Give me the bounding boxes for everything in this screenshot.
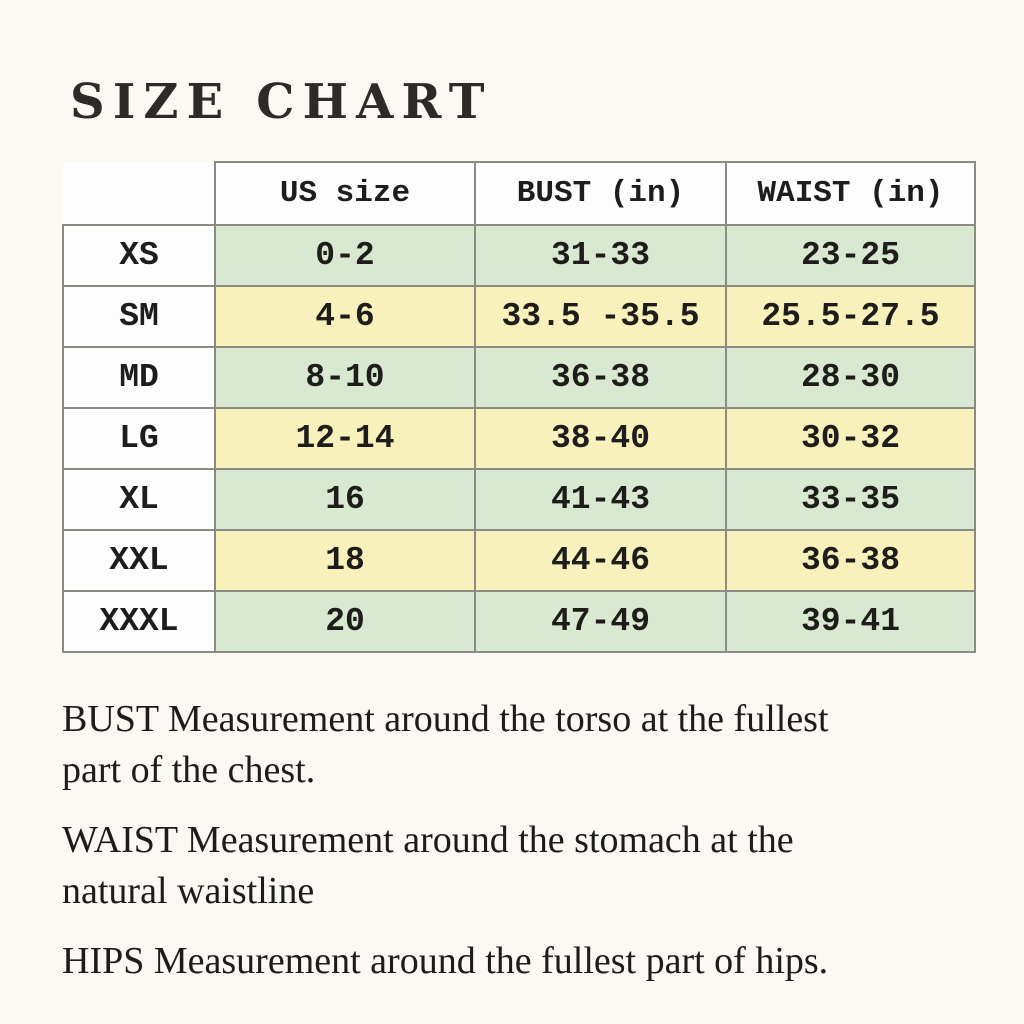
row-label: XL	[62, 468, 216, 531]
cell-us-size: 16	[214, 468, 476, 531]
corner-cell	[63, 162, 215, 225]
hips-note: HIPS Measurement around the fullest part…	[62, 936, 1002, 987]
cell-bust: 44-46	[474, 529, 727, 592]
table-row-md: MD 8-10 36-38 28-30	[62, 346, 976, 409]
table-row-xxl: XXL 18 44-46 36-38	[62, 529, 976, 592]
note-line: BUST Measurement around the torso at the…	[62, 698, 829, 740]
col-header-us-size: US size	[214, 161, 476, 226]
cell-bust: 36-38	[474, 346, 727, 409]
size-chart-table: US size BUST (in) WAIST (in) XS 0-2 31-3…	[62, 161, 976, 653]
row-label: MD	[62, 346, 216, 409]
cell-us-size: 18	[214, 529, 476, 592]
cell-bust: 31-33	[474, 224, 727, 287]
table-row-xl: XL 16 41-43 33-35	[62, 468, 976, 531]
row-label: LG	[62, 407, 216, 470]
cell-waist: 36-38	[725, 529, 976, 592]
cell-us-size: 0-2	[214, 224, 476, 287]
note-line: WAIST Measurement around the stomach at …	[62, 819, 794, 861]
row-label: XS	[62, 224, 216, 287]
note-line: HIPS Measurement around the fullest part…	[62, 940, 829, 982]
waist-note: WAIST Measurement around the stomach at …	[62, 815, 1002, 917]
row-label: XXXL	[62, 590, 216, 653]
page-title: SIZE CHART	[70, 74, 493, 130]
cell-us-size: 20	[214, 590, 476, 653]
cell-waist: 30-32	[725, 407, 976, 470]
measurement-notes: BUST Measurement around the torso at the…	[62, 694, 1002, 1006]
col-header-bust: BUST (in)	[474, 161, 727, 226]
bust-note: BUST Measurement around the torso at the…	[62, 694, 1002, 796]
row-label: SM	[62, 285, 216, 348]
header-row: US size BUST (in) WAIST (in)	[63, 161, 976, 226]
cell-waist: 28-30	[725, 346, 976, 409]
col-header-waist: WAIST (in)	[725, 161, 976, 226]
cell-waist: 39-41	[725, 590, 976, 653]
row-label: XXL	[62, 529, 216, 592]
note-line: part of the chest.	[62, 749, 316, 791]
cell-bust: 47-49	[474, 590, 727, 653]
cell-us-size: 4-6	[214, 285, 476, 348]
cell-us-size: 8-10	[214, 346, 476, 409]
cell-waist: 25.5-27.5	[725, 285, 976, 348]
note-line: natural waistline	[62, 870, 315, 912]
cell-waist: 33-35	[725, 468, 976, 531]
cell-bust: 41-43	[474, 468, 727, 531]
cell-bust: 33.5 -35.5	[474, 285, 727, 348]
table-row-lg: LG 12-14 38-40 30-32	[62, 407, 976, 470]
table-row-sm: SM 4-6 33.5 -35.5 25.5-27.5	[62, 285, 976, 348]
cell-us-size: 12-14	[214, 407, 476, 470]
cell-bust: 38-40	[474, 407, 727, 470]
cell-waist: 23-25	[725, 224, 976, 287]
table-row-xs: XS 0-2 31-33 23-25	[62, 224, 976, 287]
table-row-xxxl: XXXL 20 47-49 39-41	[62, 590, 976, 653]
